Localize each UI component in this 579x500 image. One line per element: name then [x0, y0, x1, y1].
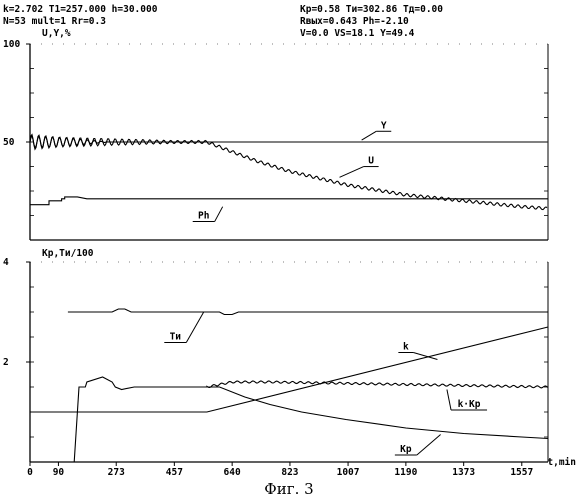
series-leader-ph	[215, 207, 223, 222]
series-label-u: U	[368, 156, 374, 167]
y-tick-label-bottom-4: 4	[3, 257, 9, 268]
x-tick-label-90: 90	[53, 467, 65, 478]
series-line-y	[30, 135, 547, 150]
header-line1-right: Kp=0.58 Tи=302.86 Tд=0.00	[300, 4, 443, 15]
series-label-ph: Ph	[198, 210, 209, 221]
series-leader-k-kp	[447, 390, 451, 411]
x-tick-label-0: 0	[27, 467, 33, 478]
top-panel: U,Y,% 100 50 Y U Ph	[3, 28, 548, 240]
series-line-k-kp	[207, 381, 548, 388]
series-label-kp: Kp	[400, 444, 412, 455]
y-tick-label-top-50: 50	[3, 137, 15, 148]
x-tick-label-1373: 1373	[452, 467, 475, 478]
series-line-tи	[68, 309, 548, 315]
series-leader-y	[362, 131, 377, 140]
series-label-k-kp: k·Kp	[458, 399, 481, 410]
x-tick-label-823: 823	[281, 467, 298, 478]
x-axis-label: t,min	[547, 457, 576, 468]
y-axis-label-bottom: Kp,Tи/100	[42, 248, 94, 259]
x-tick-label-640: 640	[224, 467, 241, 478]
x-tick-label-1007: 1007	[337, 467, 360, 478]
series-label-k: k	[403, 342, 409, 353]
x-tick-label-1557: 1557	[510, 467, 533, 478]
header-line1-left: k=2.702 T1=257.000 h=30.000	[3, 4, 158, 15]
header-line2-left: N=53 mult=1 Rr=0.3	[3, 16, 106, 27]
header-line2-right: Rвых=0.643 Ph=-2.10	[300, 16, 409, 27]
y-tick-label-top-100: 100	[3, 39, 20, 50]
header-line3-right: V=0.0 VS=18.1 Y=49.4	[300, 28, 415, 39]
figure-caption: Фиг. 3	[264, 480, 313, 498]
series-label-tи: Tи	[170, 332, 182, 343]
bottom-panel: Kp,Tи/100 4 2 0 90 273 457 640 823 1007 1190 1373 15…	[3, 248, 576, 478]
x-tick-label-457: 457	[166, 467, 183, 478]
y-tick-label-bottom-2: 2	[3, 357, 9, 368]
series-leader-kp	[417, 435, 441, 456]
series-line-kp	[74, 377, 548, 462]
series-leader-tи	[186, 312, 203, 343]
x-tick-label-273: 273	[108, 467, 125, 478]
y-axis-label-top: U,Y,%	[42, 28, 71, 39]
series-label-y: Y	[381, 120, 387, 131]
x-tick-label-1190: 1190	[394, 467, 417, 478]
series-leader-u	[340, 167, 364, 178]
